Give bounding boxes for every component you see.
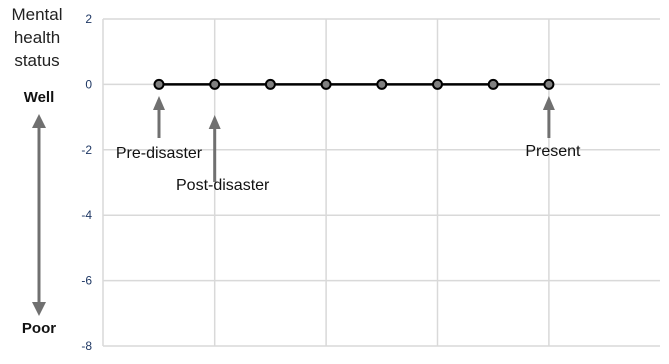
- y-axis-title-line-1: Mental: [11, 5, 63, 24]
- annotation-arrowhead: [542, 96, 555, 110]
- annotation-layer: Pre-disaster Post-disaster Present: [116, 96, 581, 194]
- y-tick-label: -2: [81, 143, 92, 157]
- y-tick-label: -6: [81, 274, 92, 288]
- y-axis-title-line-2: health: [13, 28, 61, 47]
- data-point: [543, 78, 555, 90]
- y-tick-label: 0: [85, 77, 92, 91]
- y-tick-label: 2: [85, 12, 92, 26]
- series-layer: [153, 78, 555, 90]
- annotation-label: Present: [525, 143, 581, 160]
- data-point: [264, 78, 276, 90]
- data-point: [376, 78, 388, 90]
- data-point: [209, 78, 221, 90]
- data-point: [432, 78, 443, 90]
- data-point: [153, 78, 165, 90]
- y-tick-label: -4: [81, 208, 92, 222]
- scale-top-label: Well: [23, 89, 55, 106]
- data-point: [487, 78, 499, 90]
- grid: [102, 18, 660, 347]
- annotation-arrowhead: [153, 96, 165, 110]
- y-axis-title: Mental health status: [0, 3, 74, 72]
- scale-bottom-label: Poor: [21, 320, 57, 337]
- data-point: [320, 78, 332, 90]
- y-tick-labels: 2 0 -2 -4 -6 -8: [81, 12, 92, 353]
- y-axis-title-line-3: status: [14, 51, 60, 70]
- scale-arrow: [32, 114, 46, 316]
- annotation-label: Pre-disaster: [116, 145, 203, 162]
- annotation-arrowhead: [208, 115, 221, 129]
- y-tick-label: -8: [81, 339, 92, 353]
- annotation-label: Post-disaster: [176, 177, 270, 194]
